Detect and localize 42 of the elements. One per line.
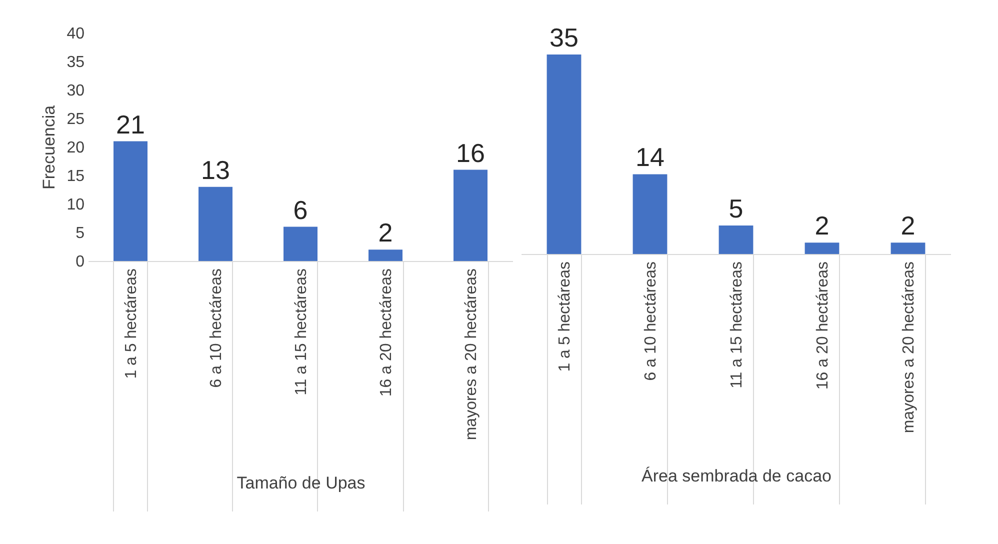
data-label: 16 xyxy=(456,138,485,168)
bar xyxy=(632,174,668,254)
bar xyxy=(546,54,582,254)
bar xyxy=(114,141,148,261)
x-tick-label: mayores a 20 hectáreas xyxy=(900,262,918,434)
data-label: 2 xyxy=(900,210,916,241)
y-tick-label: 10 xyxy=(66,196,85,214)
data-label: 14 xyxy=(636,142,664,172)
x-axis-title: Tamaño de Upas xyxy=(236,474,366,492)
bar xyxy=(284,226,318,261)
x-tick-label: 6 a 10 hectáreas xyxy=(208,268,225,388)
y-tick-label: 25 xyxy=(66,111,85,128)
bar xyxy=(890,242,926,254)
y-tick-label: 30 xyxy=(66,82,85,100)
data-label: 13 xyxy=(201,154,230,185)
y-tick-label: 35 xyxy=(66,54,85,71)
y-tick-label: 15 xyxy=(66,168,85,185)
data-label: 2 xyxy=(814,210,830,241)
x-tick-label: 1 a 5 hectáreas xyxy=(123,268,140,379)
x-tick-label: 6 a 10 hectáreas xyxy=(642,262,660,381)
data-label: 6 xyxy=(293,194,308,225)
x-tick-label: 16 a 20 hectáreas xyxy=(814,262,832,390)
data-label: 21 xyxy=(116,109,145,140)
y-tick-label: 40 xyxy=(66,26,85,42)
bar xyxy=(718,226,754,254)
x-tick-label: 11 a 15 hectáreas xyxy=(293,268,310,396)
bar xyxy=(804,242,840,254)
x-tick-label: 1 a 5 hectáreas xyxy=(556,262,574,372)
x-axis-title: Área sembrada de cacao xyxy=(642,466,832,486)
data-label: 35 xyxy=(550,22,578,52)
bar xyxy=(198,186,232,261)
x-tick-label: mayores a 20 hectáreas xyxy=(463,268,480,440)
y-axis-title: Frecuencia xyxy=(40,104,59,190)
y-tick-label: 5 xyxy=(76,225,85,242)
x-tick-label: 11 a 15 hectáreas xyxy=(728,262,746,388)
y-tick-label: 20 xyxy=(66,140,85,156)
y-tick-label: 0 xyxy=(76,254,85,270)
x-tick-label: 16 a 20 hectáreas xyxy=(378,268,395,397)
data-label: 2 xyxy=(378,218,393,248)
bar xyxy=(368,250,402,261)
bar xyxy=(454,170,488,261)
data-label: 5 xyxy=(728,194,744,224)
